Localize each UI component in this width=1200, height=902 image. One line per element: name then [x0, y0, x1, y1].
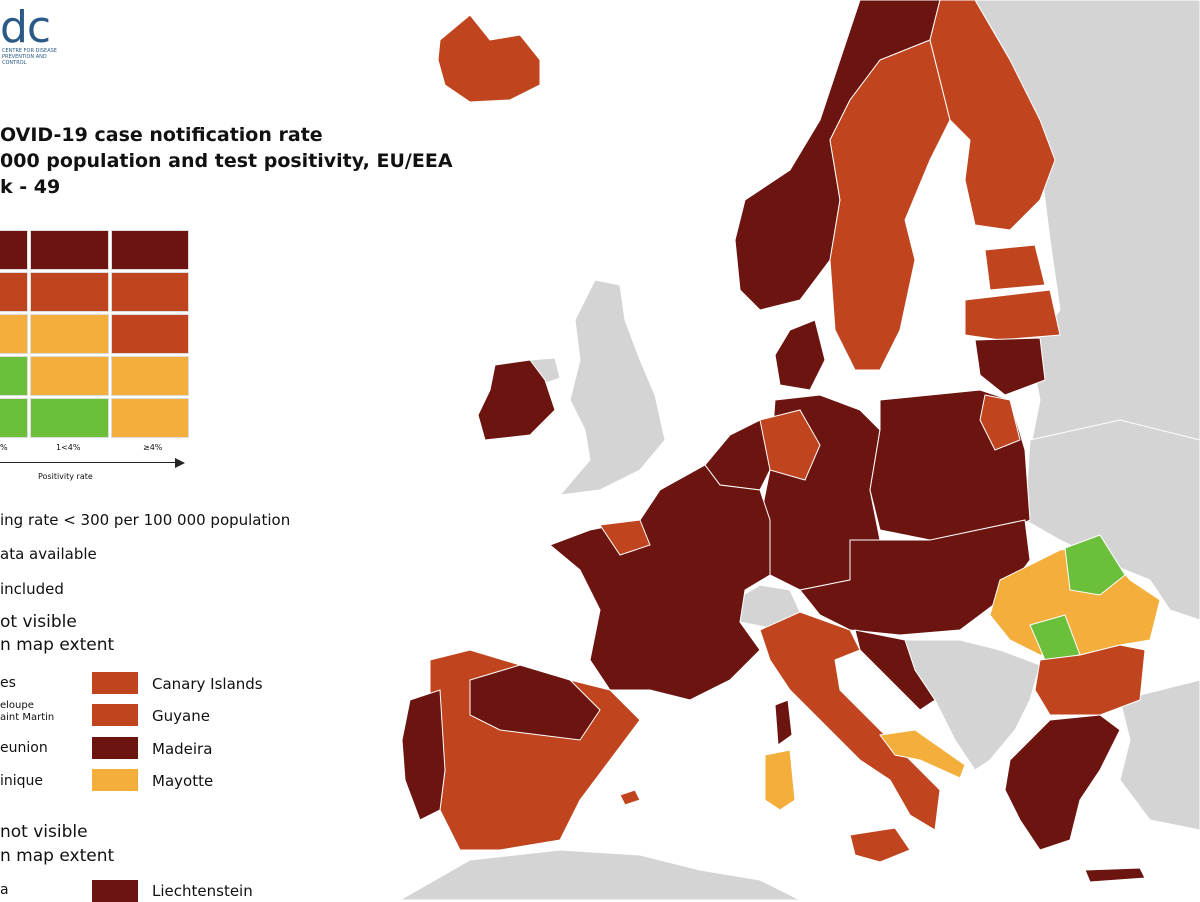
- region-left-item: aint Martin: [0, 712, 55, 723]
- legend-cell: [0, 230, 28, 270]
- region-label: Mayotte: [152, 772, 214, 790]
- sicily: [849, 827, 911, 863]
- italy-apulia-region: [879, 729, 966, 779]
- france-brittany-region: [599, 519, 651, 556]
- legend-cell: [111, 230, 189, 270]
- legend-cell: [111, 356, 189, 396]
- positivity-axis-label: Positivity rate: [38, 472, 93, 481]
- italy: [759, 611, 941, 831]
- positivity-axis: [0, 462, 176, 463]
- country-swatch: [92, 880, 138, 902]
- regions-heading-1: ot visible: [0, 612, 77, 632]
- legend-cell: [30, 314, 109, 354]
- balearic-islands: [619, 789, 641, 806]
- turkey: [1119, 679, 1200, 831]
- spain-north-region: [469, 664, 601, 741]
- poland-east-region: [979, 394, 1021, 451]
- region-left-item: inique: [0, 773, 44, 789]
- legend-cell: [111, 398, 189, 438]
- legend-cell: [0, 272, 28, 312]
- crete: [1084, 867, 1146, 883]
- region-left-item: eunion: [0, 740, 48, 756]
- note-testing-rate: ing rate < 300 per 100 000 population: [0, 511, 291, 529]
- countries-heading-1: not visible: [0, 822, 88, 842]
- finland: [929, 0, 1056, 231]
- latvia: [964, 289, 1061, 341]
- denmark: [774, 319, 826, 391]
- france: [549, 464, 771, 701]
- legend-cell: [30, 230, 109, 270]
- map-title: OVID-19 case notification rate 000 popul…: [0, 122, 453, 200]
- regions-heading-2: n map extent: [0, 635, 115, 655]
- greece: [1004, 714, 1121, 851]
- legend-cell: [0, 398, 28, 438]
- lithuania: [974, 337, 1046, 396]
- legend-cell: [30, 356, 109, 396]
- legend-cell: [111, 272, 189, 312]
- legend-cell: [30, 398, 109, 438]
- title-line-3: k - 49: [0, 176, 61, 198]
- region-left-item: eloupe: [0, 700, 34, 711]
- bulgaria: [1034, 644, 1146, 716]
- title-line-1: OVID-19 case notification rate: [0, 124, 323, 146]
- legend-cell: [30, 272, 109, 312]
- logo-subtitle: CENTRE FOR DISEASE PREVENTION AND CONTRO…: [2, 48, 57, 66]
- ecdc-logo: dc: [0, 2, 51, 53]
- legend-cell: [0, 314, 28, 354]
- legend-cell: [111, 314, 189, 354]
- region-swatch: [92, 672, 138, 694]
- sweden: [829, 39, 951, 371]
- portugal: [401, 689, 446, 821]
- region-swatch: [92, 737, 138, 759]
- region-swatch: [92, 704, 138, 726]
- ukraine-region: [1024, 419, 1200, 621]
- region-label: Guyane: [152, 707, 210, 725]
- croatia: [854, 629, 936, 711]
- central-europe: [799, 519, 1031, 636]
- romania-green-north: [1064, 534, 1126, 596]
- estonia: [984, 244, 1046, 291]
- region-swatch: [92, 769, 138, 791]
- countries-heading-2: n map extent: [0, 846, 115, 866]
- note-not-included: included: [0, 580, 64, 598]
- region-label: Madeira: [152, 740, 213, 758]
- germany-west-region: [759, 409, 821, 481]
- legend-col-label: 1<4%: [56, 443, 81, 452]
- corsica: [774, 699, 793, 746]
- sardinia: [764, 749, 796, 811]
- country-left-item: a: [0, 882, 9, 898]
- legend-col-label: ≥4%: [143, 443, 163, 452]
- title-line-2: 000 population and test positivity, EU/E…: [0, 150, 453, 172]
- country-label: Liechtenstein: [152, 882, 253, 900]
- note-no-data: ata available: [0, 545, 97, 563]
- ireland: [477, 359, 556, 441]
- region-label: Canary Islands: [152, 675, 263, 693]
- north-africa: [398, 849, 801, 900]
- iceland: [437, 14, 541, 103]
- region-left-item: es: [0, 675, 16, 691]
- great-britain: [558, 279, 666, 496]
- legend-col-label: %: [0, 443, 8, 452]
- axis-arrow-icon: [175, 458, 185, 468]
- legend-cell: [0, 356, 28, 396]
